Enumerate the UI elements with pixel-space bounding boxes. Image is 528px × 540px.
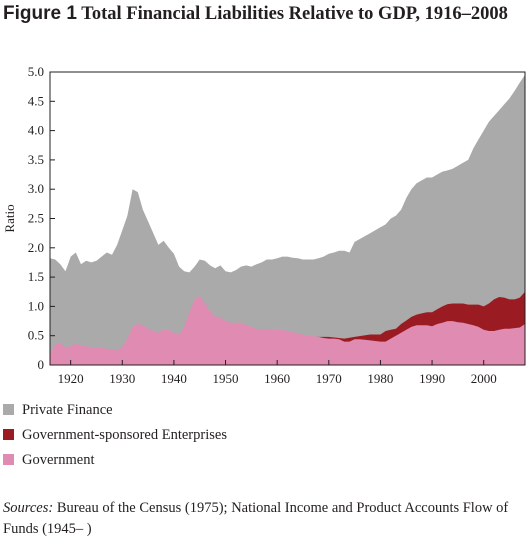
x-tick-label: 1920	[58, 371, 84, 386]
x-tick-label: 1970	[316, 371, 342, 386]
y-tick-label: 3.0	[28, 181, 44, 196]
x-tick-label: 1980	[367, 371, 393, 386]
legend-label-gse: Government-sponsored Enterprises	[22, 427, 227, 443]
chart-title: Figure 1 Total Financial Liabilities Rel…	[3, 2, 523, 26]
x-tick-label: 1940	[161, 371, 187, 386]
area-series-private-finance	[50, 74, 525, 366]
y-tick-label: 2.5	[28, 211, 44, 226]
sources-note: Sources: Bureau of the Census (1975); Na…	[3, 498, 525, 540]
legend-label-private-finance: Private Finance	[22, 402, 113, 418]
y-tick-label: 1.5	[28, 269, 44, 284]
y-tick-label: 0.5	[28, 328, 44, 343]
y-tick-label: 0	[38, 357, 45, 372]
legend-label-government: Government	[22, 452, 95, 468]
x-tick-label: 2000	[471, 371, 497, 386]
title-text: Total Financial Liabilities Relative to …	[81, 4, 508, 24]
legend-swatch-gse	[3, 429, 14, 440]
y-tick-label: 5.0	[28, 64, 44, 79]
y-tick-label: 3.5	[28, 152, 44, 167]
legend-swatch-private-finance	[3, 404, 14, 415]
legend-swatch-government	[3, 454, 14, 465]
y-tick-label: 2.0	[28, 240, 44, 255]
x-tick-label: 1930	[109, 371, 135, 386]
x-tick-label: 1950	[213, 371, 239, 386]
area-series-government	[50, 295, 525, 365]
y-tick-label: 4.5	[28, 93, 44, 108]
chart-area: 0 0.5 1.0 1.5 2.0 2.5 3.0 3.5 4.0 4.5 5.0 1920 1930 1…	[2, 64, 526, 386]
y-tick-label: 1.0	[28, 298, 44, 313]
sources-text: Bureau of the Census (1975); National In…	[3, 500, 509, 537]
x-tick-label: 1960	[264, 371, 290, 386]
y-axis-label: Ratio	[2, 204, 17, 232]
figure-number: Figure 1	[3, 3, 77, 24]
y-tick-label: 4.0	[28, 123, 44, 138]
sources-lead: Sources:	[3, 500, 54, 516]
x-tick-label: 1990	[419, 371, 445, 386]
